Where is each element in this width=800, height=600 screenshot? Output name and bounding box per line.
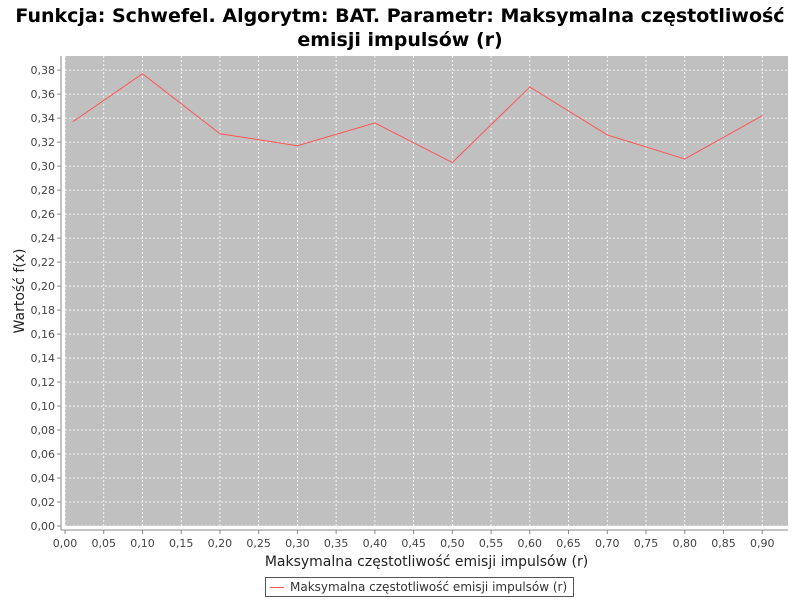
x-tick-label: 0,20 <box>208 537 233 550</box>
x-tick-label: 0,10 <box>130 537 155 550</box>
x-tick-label: 0,35 <box>324 537 349 550</box>
chart-title: Funkcja: Schwefel. Algorytm: BAT. Parame… <box>15 5 785 51</box>
x-tick-label: 0,00 <box>53 537 78 550</box>
y-tick-label: 0,28 <box>31 184 56 197</box>
x-tick-label: 0,60 <box>518 537 543 550</box>
x-tick-label: 0,50 <box>440 537 465 550</box>
x-tick-label: 0,80 <box>672 537 697 550</box>
grid-lines <box>64 56 788 527</box>
y-tick-label: 0,32 <box>31 136 56 149</box>
x-tick-label: 0,65 <box>556 537 581 550</box>
plot-area <box>65 56 788 526</box>
y-tick-label: 0,10 <box>31 400 56 413</box>
x-tick-label: 0,85 <box>711 537 736 550</box>
x-tick-label: 0,15 <box>169 537 194 550</box>
y-tick-label: 0,06 <box>31 448 56 461</box>
x-tick-label: 0,45 <box>401 537 426 550</box>
x-tick-label: 0,75 <box>634 537 659 550</box>
y-tick-label: 0,26 <box>31 208 56 221</box>
y-tick-label: 0,04 <box>31 472 56 485</box>
y-tick-label: 0,20 <box>31 280 56 293</box>
legend: Maksymalna częstotliwość emisji impulsów… <box>265 577 575 597</box>
x-tick-label: 0,25 <box>246 537 271 550</box>
y-tick-label: 0,36 <box>31 88 56 101</box>
y-tick-label: 0,24 <box>31 232 56 245</box>
x-tick-label: 0,55 <box>479 537 504 550</box>
x-tick-label: 0,70 <box>595 537 620 550</box>
x-tick-label: 0,40 <box>363 537 388 550</box>
y-tick-label: 0,18 <box>31 304 56 317</box>
series-line <box>72 73 763 164</box>
y-axis-ticks: 0,00 0,02 0,04 0,06 0,08 0,10 0,12 0,14 0,16 0,18… <box>31 64 61 533</box>
x-tick-label: 0,30 <box>285 537 310 550</box>
x-tick-label: 0,90 <box>750 537 775 550</box>
series-group <box>72 73 763 164</box>
x-tick-label: 0,05 <box>91 537 116 550</box>
legend-label: Maksymalna częstotliwość emisji impulsów… <box>290 580 568 594</box>
y-axis-label: Wartość f(x) <box>12 249 28 334</box>
x-axis-ticks: 0,00 0,05 0,10 0,15 0,20 0,25 0,30 0,35 0,40 0,45… <box>53 530 775 550</box>
y-tick-label: 0,08 <box>31 424 56 437</box>
y-tick-label: 0,02 <box>31 496 56 509</box>
axes <box>60 56 788 531</box>
x-axis-label: Maksymalna częstotliwość emisji impulsów… <box>265 554 588 570</box>
y-tick-label: 0,12 <box>31 376 56 389</box>
y-tick-label: 0,22 <box>31 256 56 269</box>
y-tick-label: 0,38 <box>31 64 56 77</box>
y-tick-label: 0,00 <box>31 520 56 533</box>
y-tick-label: 0,30 <box>31 160 56 173</box>
y-tick-label: 0,16 <box>31 328 56 341</box>
y-tick-label: 0,34 <box>31 112 56 125</box>
legend-swatch <box>270 586 284 588</box>
y-tick-label: 0,14 <box>31 352 56 365</box>
